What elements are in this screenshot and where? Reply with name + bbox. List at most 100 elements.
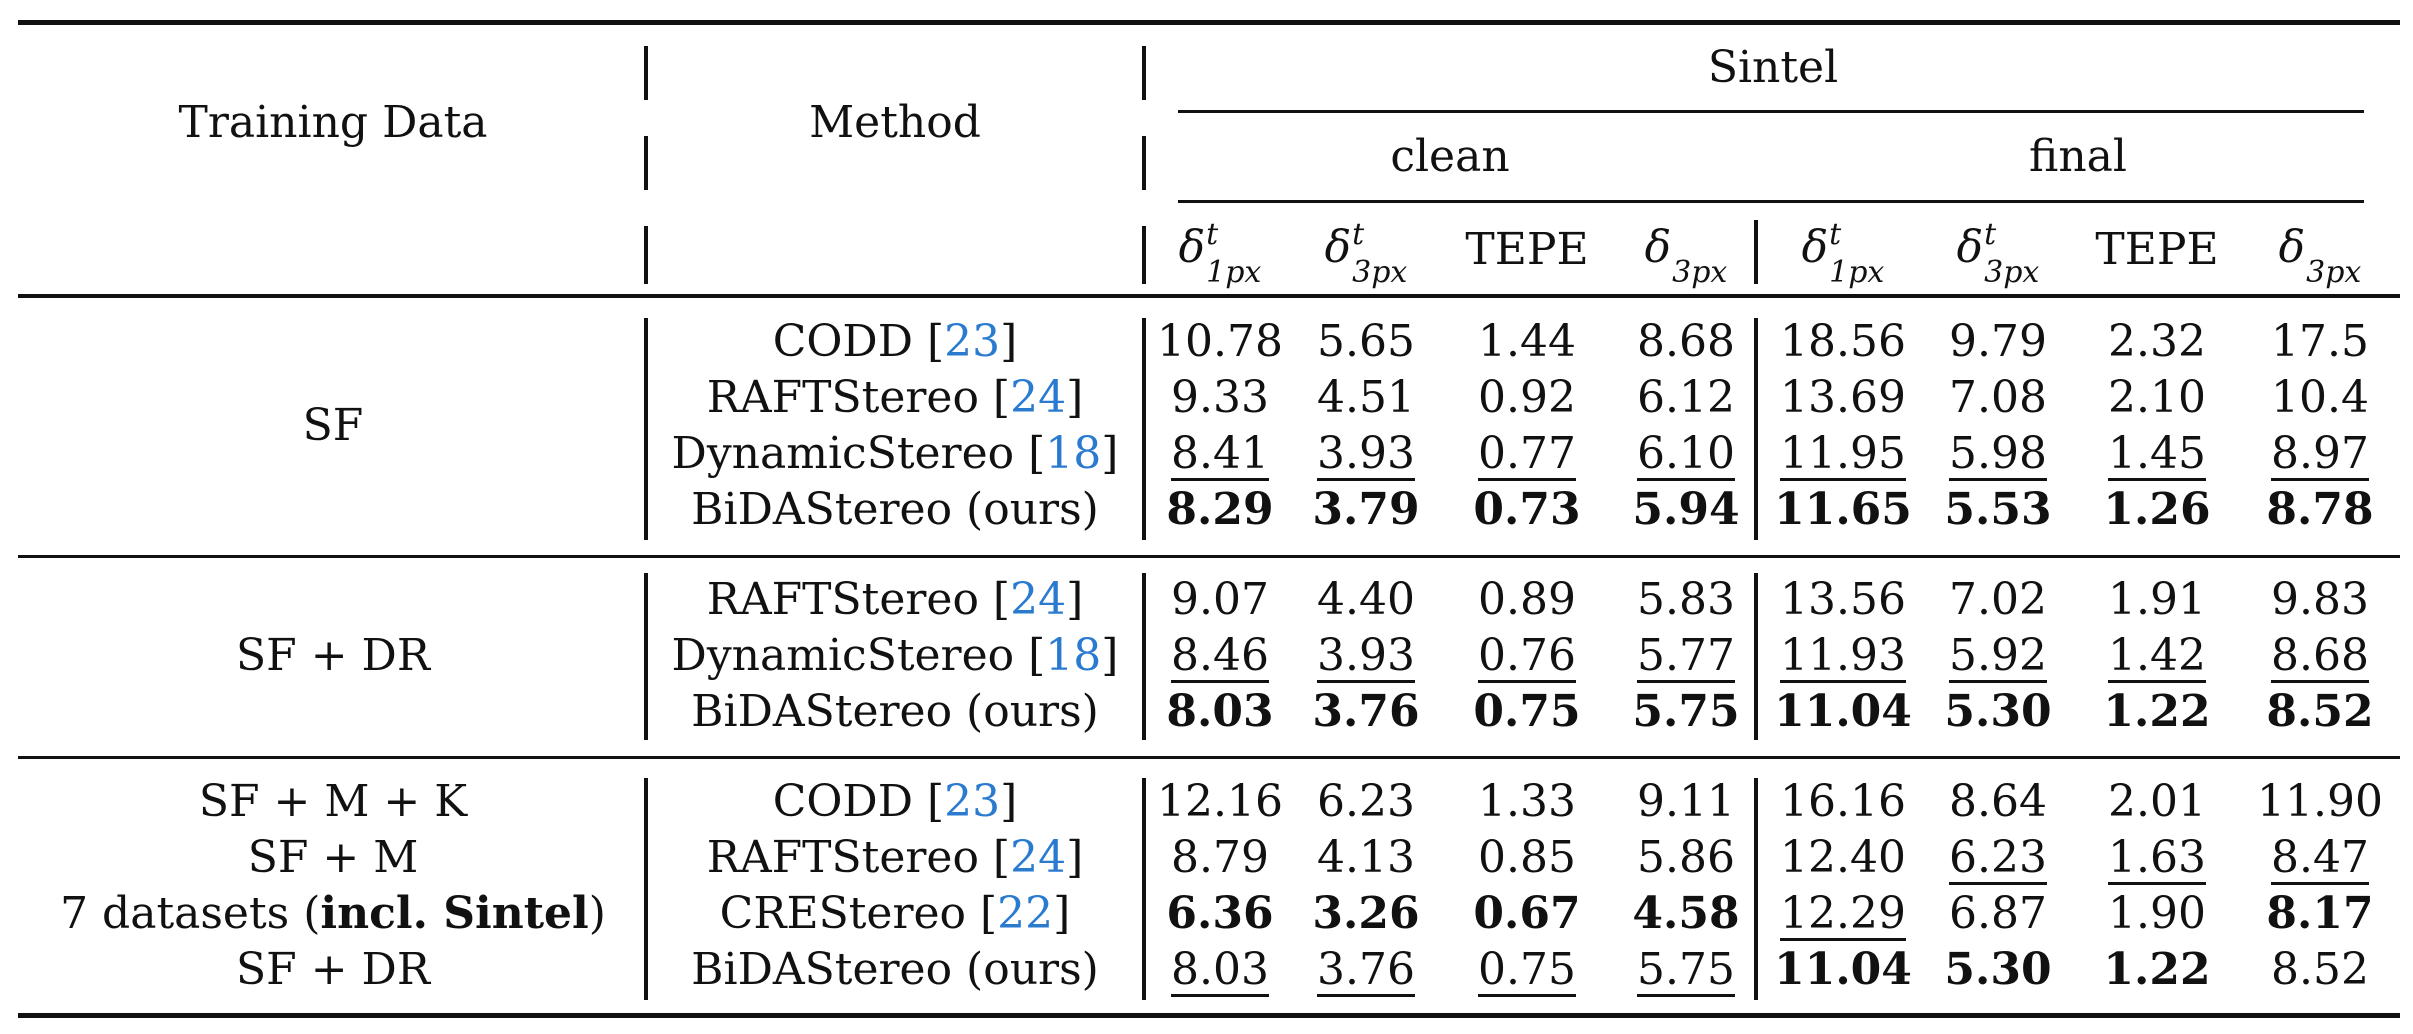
value-cell: 3.76	[1312, 686, 1420, 737]
citation-link[interactable]: 24	[1010, 574, 1067, 625]
metric-header-0: δ t 1px	[1179, 217, 1262, 288]
method-name: CODD	[772, 316, 913, 367]
metric-symbol: δ	[1801, 221, 1829, 273]
value-cell: 1.33	[1478, 776, 1576, 827]
value-cell: 8.29	[1166, 484, 1274, 535]
training-data-label: SF	[302, 400, 364, 451]
value-cell: 8.68	[1637, 316, 1735, 367]
value-cell: 1.26	[2103, 484, 2211, 535]
header-vline-method-0	[1142, 46, 1146, 100]
value-cell: 11.95	[1780, 428, 1906, 479]
value-cell: 12.16	[1157, 776, 1283, 827]
metric-header-4: δ t 1px	[1801, 220, 1885, 288]
value-cell: 0.75	[1473, 686, 1581, 737]
header-vline-training-1	[644, 136, 648, 190]
value-cell: 17.5	[2271, 316, 2369, 367]
header-final: final	[2029, 131, 2127, 182]
value-cell: 1.44	[1478, 316, 1576, 367]
training-data-label: 7 datasets (incl. Sintel)	[60, 888, 606, 939]
value-cell: 5.98	[1949, 428, 2047, 479]
value-cell: 5.75	[1632, 686, 1740, 737]
method-cell: RAFTStereo [24]	[706, 372, 1084, 423]
method-cell: BiDAStereo (ours)	[691, 690, 1099, 734]
method-cell: CREStereo [22]	[719, 888, 1071, 939]
method-name: DynamicStereo	[671, 630, 1015, 681]
value-cell: 10.4	[2271, 372, 2369, 423]
body-vline-training-0	[644, 318, 648, 540]
value-cell: 11.04	[1774, 686, 1912, 737]
value-cell: 5.92	[1949, 630, 2047, 681]
value-cell: 13.69	[1780, 372, 1906, 423]
training-data-label: SF + M + K	[198, 776, 468, 827]
citation-link[interactable]: 23	[944, 316, 1001, 367]
value-cell: 1.22	[2103, 944, 2211, 995]
value-cell: 0.77	[1478, 428, 1576, 479]
value-cell: 5.86	[1637, 832, 1735, 883]
value-cell: 9.11	[1637, 776, 1735, 827]
value-cell: 0.85	[1478, 832, 1576, 883]
method-name: RAFTStereo	[706, 574, 979, 625]
header-sintel: Sintel	[1707, 42, 1839, 93]
citation-link[interactable]: 23	[944, 776, 1001, 827]
value-cell: 9.79	[1949, 316, 2047, 367]
header-method: Method	[809, 97, 981, 148]
metric-header-3: δ 3px	[1645, 220, 1728, 288]
citation-link[interactable]: 22	[997, 888, 1054, 939]
value-cell: 1.90	[2108, 888, 2206, 939]
value-cell: 8.79	[1171, 832, 1269, 883]
citation-link[interactable]: 18	[1045, 428, 1102, 479]
body-vline-clean-final-0	[1754, 318, 1758, 540]
value-cell: 1.63	[2108, 832, 2206, 883]
value-cell: 11.65	[1774, 484, 1912, 535]
value-cell: 4.58	[1632, 888, 1740, 939]
value-cell: 13.56	[1780, 574, 1906, 625]
metric-symbol: TEPE	[1465, 224, 1589, 275]
citation-link[interactable]: 24	[1010, 372, 1067, 423]
metric-superscript: t	[1206, 217, 1219, 252]
value-cell: 8.78	[2266, 484, 2374, 535]
value-cell: 7.08	[1949, 372, 2047, 423]
metric-symbol: δ	[2278, 221, 2306, 273]
value-cell: 7.02	[1949, 574, 2047, 625]
value-cell: 11.90	[2257, 776, 2383, 827]
metric-subscript: 3px	[1352, 255, 1408, 290]
metric-superscript: t	[1352, 217, 1365, 252]
value-cell: 3.93	[1317, 630, 1415, 681]
value-cell: 8.03	[1166, 686, 1274, 737]
value-cell: 6.10	[1637, 428, 1735, 479]
value-cell: 1.45	[2108, 428, 2206, 479]
value-cell: 2.32	[2108, 316, 2206, 367]
header-rule	[18, 294, 2400, 298]
value-cell: 4.51	[1317, 372, 1415, 423]
header-clean: clean	[1390, 131, 1510, 182]
value-cell: 0.76	[1478, 630, 1576, 681]
value-cell: 9.33	[1171, 372, 1269, 423]
value-cell: 2.10	[2108, 372, 2206, 423]
body-vline-clean-final-2	[1754, 778, 1758, 1000]
citation-link[interactable]: 24	[1010, 832, 1067, 883]
header-vline-method-2	[1142, 226, 1146, 284]
metric-subscript: 1px	[1829, 255, 1885, 290]
value-cell: 1.42	[2108, 630, 2206, 681]
value-cell: 11.93	[1780, 630, 1906, 681]
value-cell: 9.07	[1171, 574, 1269, 625]
method-cell: DynamicStereo [18]	[671, 428, 1119, 479]
value-cell: 3.26	[1312, 888, 1420, 939]
value-cell: 0.67	[1473, 888, 1581, 939]
value-cell: 8.03	[1171, 944, 1269, 995]
top-rule	[18, 20, 2400, 25]
value-cell: 10.78	[1157, 316, 1283, 367]
metric-header-7: δ 3px	[2278, 220, 2362, 288]
metric-superscript: t	[1984, 217, 1997, 252]
training-data-label: SF + DR	[236, 630, 430, 681]
metric-subscript: 3px	[1672, 255, 1728, 290]
method-name: RAFTStereo	[706, 832, 979, 883]
citation-link[interactable]: 18	[1045, 630, 1102, 681]
value-cell: 2.01	[2108, 776, 2206, 827]
value-cell: 8.52	[2266, 686, 2374, 737]
metric-superscript	[1672, 220, 1727, 250]
metric-symbol: δ	[1956, 221, 1984, 273]
value-cell: 0.92	[1478, 372, 1576, 423]
value-cell: 16.16	[1780, 776, 1906, 827]
